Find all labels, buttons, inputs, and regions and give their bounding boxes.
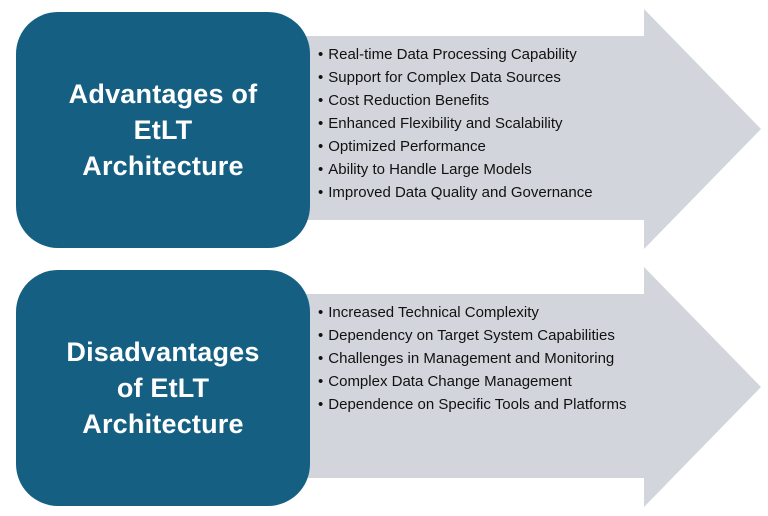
disadvantages-box: Disadvantages of EtLT Architecture [16,270,310,506]
title-line: Architecture [82,409,244,439]
disadvantages-bullet-list: Increased Technical ComplexityDependency… [300,294,644,416]
title-line: Architecture [82,151,244,181]
bullet-item: Challenges in Management and Monitoring [318,347,638,370]
bullet-item: Real-time Data Processing Capability [318,43,638,66]
title-line: of EtLT [116,373,210,403]
bullet-item: Enhanced Flexibility and Scalability [318,112,638,135]
advantages-box: Advantages of EtLT Architecture [16,12,310,248]
title-line: Advantages of [68,79,258,109]
bullet-item: Complex Data Change Management [318,370,638,393]
title-line: EtLT [133,115,193,145]
advantages-row: Real-time Data Processing CapabilitySupp… [0,0,768,258]
bullet-item: Increased Technical Complexity [318,301,638,324]
title-line: Disadvantages [66,337,260,367]
advantages-box-title: Advantages of EtLT Architecture [69,76,258,184]
bullet-item: Support for Complex Data Sources [318,66,638,89]
bullet-item: Ability to Handle Large Models [318,158,638,181]
bullet-item: Dependence on Specific Tools and Platfor… [318,393,638,416]
disadvantages-arrow-body: Increased Technical ComplexityDependency… [300,294,644,478]
right-arrow-head-icon [644,267,761,507]
bullet-item: Dependency on Target System Capabilities [318,324,638,347]
bullet-item: Optimized Performance [318,135,638,158]
disadvantages-row: Increased Technical ComplexityDependency… [0,258,768,516]
right-arrow-head-icon [644,9,761,249]
advantages-arrow-body: Real-time Data Processing CapabilitySupp… [300,36,644,220]
disadvantages-box-title: Disadvantages of EtLT Architecture [66,334,259,442]
bullet-item: Cost Reduction Benefits [318,89,638,112]
advantages-bullet-list: Real-time Data Processing CapabilitySupp… [300,36,644,204]
bullet-item: Improved Data Quality and Governance [318,181,638,204]
